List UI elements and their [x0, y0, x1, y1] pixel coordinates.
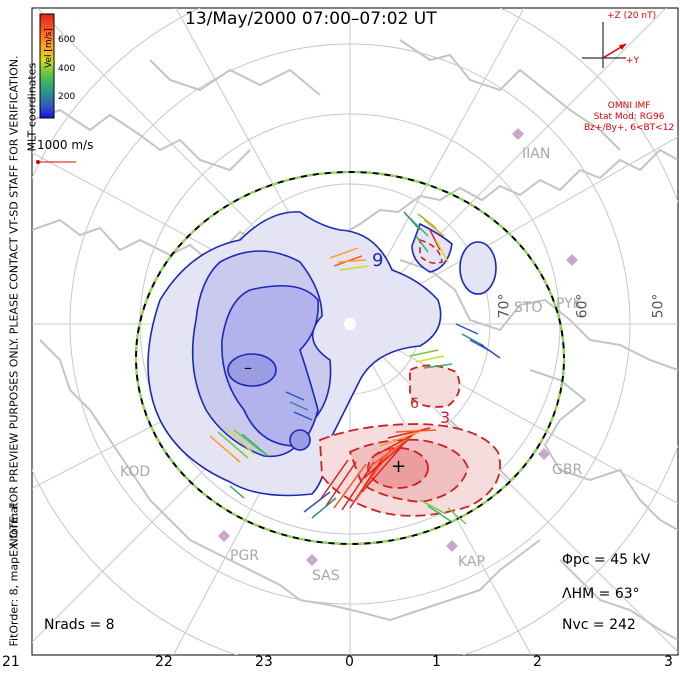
- vector-count: Nvc = 242: [562, 617, 636, 633]
- plot-frame: [31, 7, 679, 656]
- mlt-label-1: 1: [432, 654, 441, 670]
- mlt-label-0: 0: [345, 654, 354, 670]
- mlt-label-22: 22: [155, 654, 173, 670]
- fit-info: FitOrder: 8, mapEX format: [7, 502, 21, 647]
- latitude-label-50: 50°: [650, 293, 667, 319]
- radar-count: Nrads = 8: [44, 617, 115, 633]
- mlt-label-21: 21: [2, 654, 20, 670]
- station-sto: STO: [514, 300, 543, 316]
- mlt-label-3: 3: [664, 654, 673, 670]
- cross-polar-potential: Φpc = 45 kV: [562, 552, 651, 568]
- contour-label-9: 9: [372, 250, 384, 271]
- potential-minimum: –: [244, 358, 252, 377]
- imf-info: OMNI IMF Stat Mod: RG96 Bz+/By+, 6<BT<12: [584, 101, 674, 134]
- colorbar-tick-400: 400: [58, 64, 76, 74]
- colorbar: [39, 13, 55, 119]
- mlt-label-23: 23: [255, 654, 273, 670]
- station-pgr: PGR: [230, 548, 260, 564]
- station-sas: SAS: [312, 568, 340, 584]
- imf-y-label: +Y: [626, 56, 640, 66]
- station-iian: IIAN: [522, 146, 551, 162]
- velocity-vectors: [209, 211, 501, 525]
- station-pyk: PYK: [556, 296, 582, 312]
- imf-scale-label: +Z (20 nT): [607, 11, 657, 21]
- colorbar-tick-200: 200: [58, 92, 76, 102]
- hm-boundary-latitude: ΛHM = 63°: [562, 586, 640, 602]
- contour-label-6: 6: [410, 396, 419, 412]
- station-kod: KOD: [120, 464, 151, 480]
- latitude-label-60: 60°: [574, 293, 591, 319]
- hm-boundary-dash: [135, 171, 565, 545]
- map-title: 13/May/2000 07:00–07:02 UT: [185, 9, 437, 29]
- station-kap: KAP: [458, 554, 485, 570]
- velocity-scale-label: 1000 m/s: [37, 138, 94, 152]
- imf-condition: Bz+/By+, 6<BT<12: [584, 123, 675, 133]
- potential-maximum: +: [391, 456, 407, 477]
- station-gbr: GBR: [552, 462, 583, 478]
- colorbar-title: Vel [m/s]: [44, 28, 54, 68]
- mlt-label-2: 2: [533, 654, 542, 670]
- imf-model: Stat Mod: RG96: [593, 112, 665, 122]
- positive-cell: [319, 238, 501, 517]
- coordinates-note: MLT coordinates: [25, 62, 39, 152]
- imf-source: OMNI IMF: [607, 101, 651, 111]
- contour-label-3: 3: [440, 408, 451, 427]
- latitude-label-70: 70°: [496, 293, 513, 319]
- station-markers: [218, 128, 578, 566]
- colorbar-tick-600: 600: [58, 35, 76, 45]
